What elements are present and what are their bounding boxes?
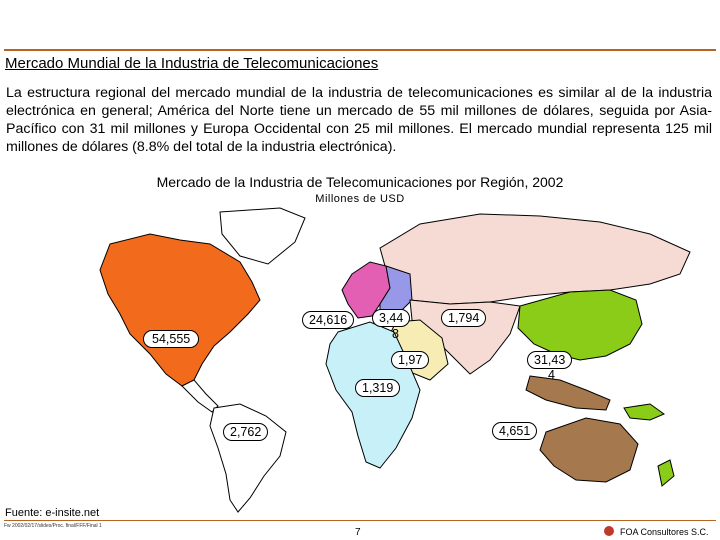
value-africa: 1,319 [355,379,401,397]
greenland [219,207,306,265]
value-asia-pacific: 31,43 [527,351,573,369]
map-title: Mercado de la Industria de Telecomunicac… [156,174,564,190]
pacific-islands [623,403,675,487]
region-north-america [99,233,261,387]
source-note: Fuente: e-insite.net [5,507,100,519]
map-subtitle: Millones de USD [315,193,405,205]
value-latin-america: 2,762 [223,423,269,441]
value-asia-rest: 1,794 [441,309,487,327]
value-eastern-europe-text: 3,44 [379,311,404,325]
world-map [99,207,691,513]
value-asia-pacific-extra: 4 [548,368,555,382]
value-africa-text: 1,319 [362,381,394,395]
body-paragraph: La estructura regional del mercado mundi… [6,85,712,155]
value-eastern-europe-extra: 8 [392,327,399,341]
bottom-rule [4,520,716,521]
value-middle-east-text: 1,97 [398,353,423,367]
value-eastern-europe: 3,44 [372,309,411,327]
value-latin-america-text: 2,762 [230,425,262,439]
region-asia-pacific [517,289,643,361]
company-name: FOA Consultores S.C. [620,527,709,537]
page-number: 7 [355,527,361,538]
value-western-europe-text: 24,616 [309,313,348,327]
value-north-america-text: 54,555 [152,332,191,346]
value-north-america: 54,555 [143,330,200,348]
region-oceania [539,417,639,483]
value-oceania-text: 4,651 [499,424,531,438]
company-logo-icon [604,526,614,536]
value-middle-east: 1,97 [391,351,430,369]
value-asia-rest-text: 1,794 [448,311,480,325]
value-western-europe: 24,616 [302,311,355,329]
value-asia-pacific-text: 31,43 [534,353,566,367]
page-title: Mercado Mundial de la Industria de Telec… [5,55,379,72]
top-rule [4,49,716,51]
region-russia [379,213,691,305]
southeast-asia [525,375,611,411]
central-america [181,379,219,413]
value-oceania: 4,651 [492,422,538,440]
file-reference: Fw 2002/02/17/slides/Proc. final/FFF/Fin… [4,523,102,529]
region-latin-america [209,403,287,513]
